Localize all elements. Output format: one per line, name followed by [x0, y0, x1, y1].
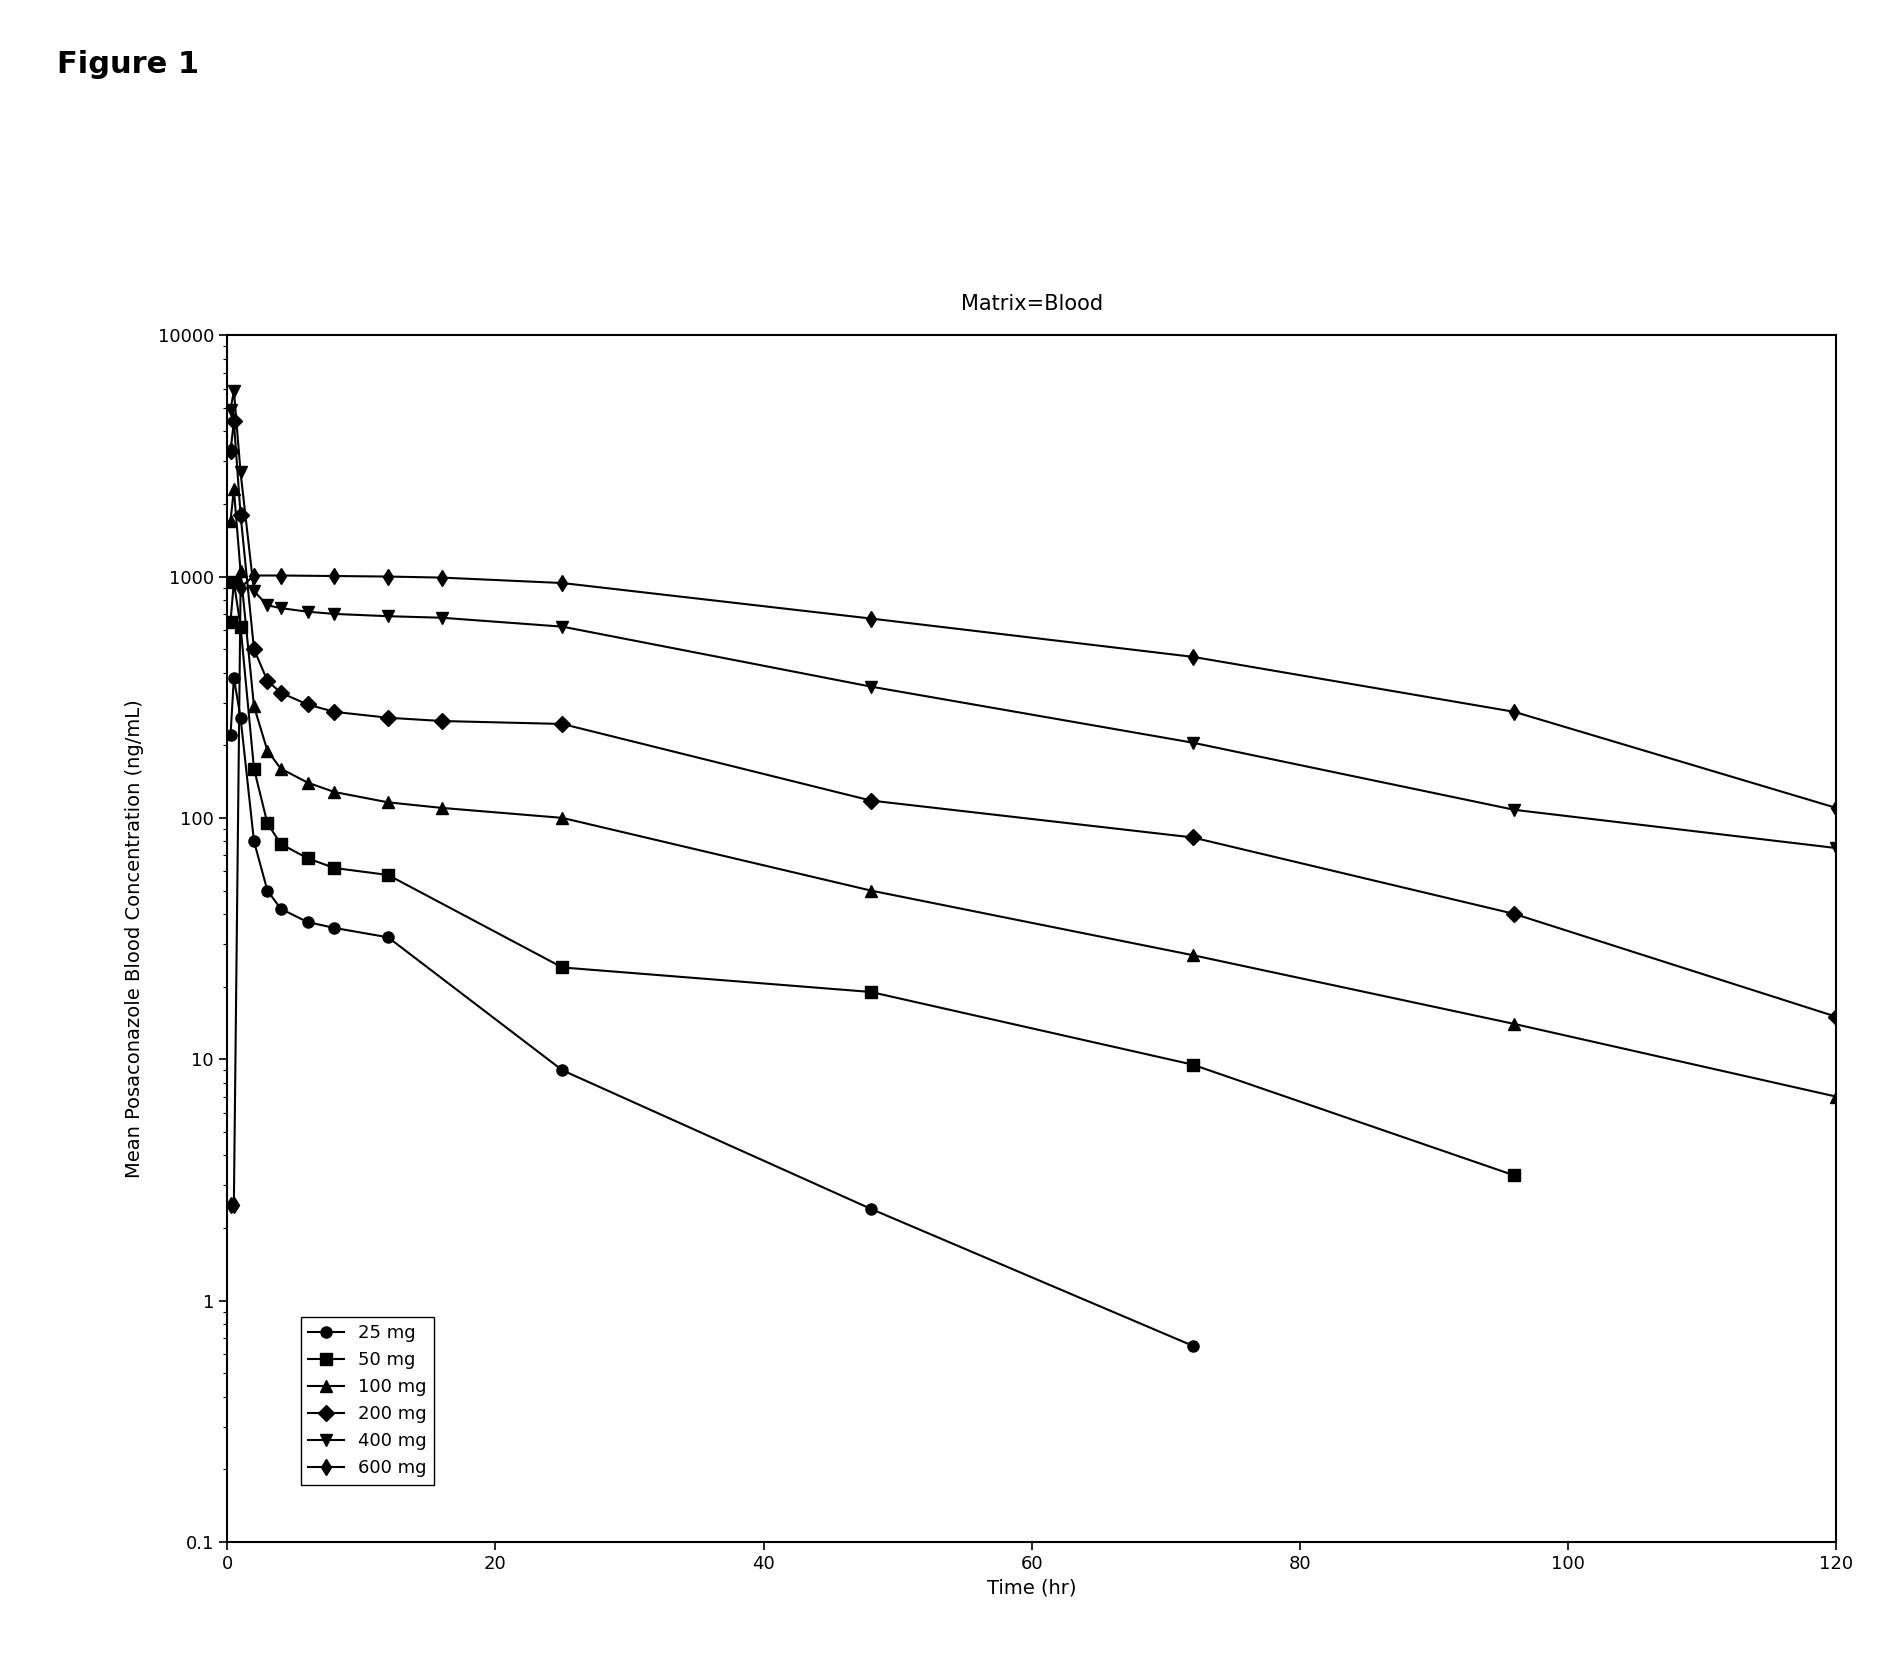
100 mg [242, 696, 265, 716]
400 mg [377, 607, 399, 627]
600 mg [223, 1195, 246, 1215]
25 mg [377, 927, 399, 947]
25 mg [1181, 1336, 1204, 1356]
400 mg [551, 617, 574, 637]
200 mg [242, 639, 265, 659]
50 mg [295, 848, 318, 868]
50 mg [1181, 1054, 1204, 1074]
200 mg [859, 791, 882, 811]
200 mg [295, 694, 318, 714]
200 mg [223, 411, 246, 431]
200 mg [220, 441, 242, 461]
200 mg [269, 682, 292, 702]
200 mg [551, 714, 574, 734]
25 mg [295, 912, 318, 932]
600 mg [430, 568, 452, 588]
25 mg [551, 1061, 574, 1081]
100 mg [1825, 1086, 1848, 1106]
400 mg [256, 595, 278, 615]
50 mg [220, 612, 242, 632]
Text: Figure 1: Figure 1 [57, 50, 199, 79]
400 mg [242, 582, 265, 602]
50 mg [324, 858, 346, 878]
600 mg [377, 566, 399, 587]
100 mg [269, 759, 292, 779]
100 mg [223, 479, 246, 499]
200 mg [324, 702, 346, 722]
50 mg [256, 813, 278, 833]
Line: 600 mg: 600 mg [225, 570, 1842, 1210]
100 mg [324, 783, 346, 803]
50 mg [223, 572, 246, 592]
100 mg [430, 798, 452, 818]
600 mg [324, 566, 346, 587]
Line: 25 mg: 25 mg [225, 672, 1198, 1351]
50 mg [859, 982, 882, 1002]
25 mg [220, 726, 242, 746]
100 mg [229, 561, 252, 582]
100 mg [256, 741, 278, 761]
100 mg [1503, 1014, 1526, 1034]
600 mg [859, 608, 882, 628]
25 mg [859, 1198, 882, 1218]
200 mg [256, 670, 278, 691]
600 mg [1825, 798, 1848, 818]
50 mg [551, 957, 574, 977]
25 mg [256, 880, 278, 900]
25 mg [242, 831, 265, 851]
50 mg [229, 617, 252, 637]
400 mg [269, 598, 292, 618]
600 mg [1503, 702, 1526, 722]
X-axis label: Time (hr): Time (hr) [986, 1579, 1077, 1597]
200 mg [1825, 1007, 1848, 1027]
200 mg [377, 707, 399, 727]
50 mg [377, 865, 399, 885]
100 mg [551, 808, 574, 828]
50 mg [1503, 1165, 1526, 1185]
400 mg [220, 401, 242, 421]
25 mg [223, 669, 246, 689]
25 mg [229, 707, 252, 727]
Legend: 25 mg, 50 mg, 100 mg, 200 mg, 400 mg, 600 mg: 25 mg, 50 mg, 100 mg, 200 mg, 400 mg, 60… [301, 1317, 433, 1485]
Y-axis label: Mean Posaconazole Blood Concentration (ng/mL): Mean Posaconazole Blood Concentration (n… [125, 699, 144, 1178]
25 mg [324, 918, 346, 939]
200 mg [430, 711, 452, 731]
50 mg [269, 835, 292, 855]
Line: 100 mg: 100 mg [225, 484, 1842, 1103]
600 mg [220, 1195, 242, 1215]
Line: 400 mg: 400 mg [225, 385, 1842, 853]
600 mg [269, 565, 292, 585]
25 mg [269, 898, 292, 918]
400 mg [1181, 732, 1204, 753]
600 mg [551, 573, 574, 593]
200 mg [1503, 903, 1526, 923]
600 mg [1181, 647, 1204, 667]
50 mg [242, 759, 265, 779]
400 mg [324, 603, 346, 623]
100 mg [377, 793, 399, 813]
400 mg [1825, 838, 1848, 858]
Line: 200 mg: 200 mg [225, 416, 1842, 1022]
400 mg [1503, 799, 1526, 820]
200 mg [229, 504, 252, 525]
400 mg [229, 463, 252, 483]
400 mg [859, 677, 882, 697]
400 mg [295, 602, 318, 622]
100 mg [295, 773, 318, 793]
400 mg [430, 608, 452, 628]
200 mg [1181, 828, 1204, 848]
100 mg [1181, 945, 1204, 965]
100 mg [220, 511, 242, 531]
400 mg [223, 380, 246, 401]
100 mg [859, 880, 882, 900]
Line: 50 mg: 50 mg [225, 577, 1520, 1182]
600 mg [242, 565, 265, 585]
600 mg [229, 578, 252, 598]
Title: Matrix=Blood: Matrix=Blood [960, 295, 1104, 313]
